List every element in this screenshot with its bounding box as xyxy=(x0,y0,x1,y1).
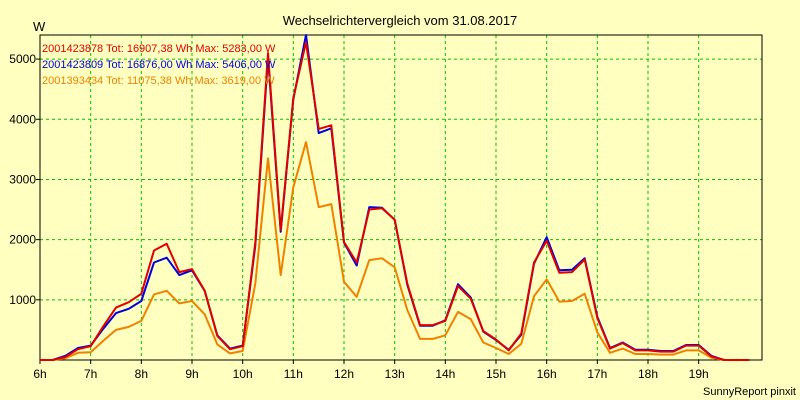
legend-entry-2001423809: 2001423809 Tot: 16876,00 Wh Max: 5406,00… xyxy=(42,59,276,71)
y-tick-label: 3000 xyxy=(9,172,36,186)
x-tick-label: 7h xyxy=(84,367,97,381)
x-tick-label: 11h xyxy=(284,367,303,381)
series-lines xyxy=(40,34,750,361)
x-tick-label: 14h xyxy=(435,367,455,381)
x-tick-label: 15h xyxy=(486,367,506,381)
legend-entry-2001423878: 2001423878 Tot: 16907,38 Wh Max: 5283,00… xyxy=(42,43,276,55)
x-tick-label: 18h xyxy=(638,367,658,381)
series-line-2001393434 xyxy=(40,141,750,361)
series-line-2001423878 xyxy=(40,41,750,361)
x-tick-label: 16h xyxy=(537,367,557,381)
y-tick-label: 1000 xyxy=(9,293,36,307)
x-tick-label: 9h xyxy=(185,367,198,381)
chart-footer: SunnyReport pinxit xyxy=(703,386,796,398)
grid-lines xyxy=(40,35,762,360)
y-axis-label: W xyxy=(33,19,46,34)
chart-title: Wechselrichtervergleich vom 31.08.2017 xyxy=(283,13,518,28)
x-tick-label: 19h xyxy=(689,367,709,381)
x-tick-label: 13h xyxy=(385,367,405,381)
axes: 1000 2000 3000 4000 5000 6h 7h 8h 9h 10h 11h 12h 13h… xyxy=(9,34,763,381)
legend-entry-2001393434: 2001393434 Tot: 11075,38 Wh Max: 3619,00… xyxy=(42,75,275,87)
x-tick-label: 10h xyxy=(233,367,253,381)
plot-frame xyxy=(39,34,763,361)
x-tick-label: 8h xyxy=(135,367,148,381)
legend: 2001423878 Tot: 16907,38 Wh Max: 5283,00… xyxy=(42,43,276,87)
y-tick-label: 4000 xyxy=(9,112,36,126)
x-tick-label: 12h xyxy=(334,367,354,381)
x-tick-label: 17h xyxy=(587,367,607,381)
y-tick-label: 5000 xyxy=(9,52,36,66)
y-tick-label: 2000 xyxy=(9,233,36,247)
x-tick-label: 6h xyxy=(33,367,46,381)
